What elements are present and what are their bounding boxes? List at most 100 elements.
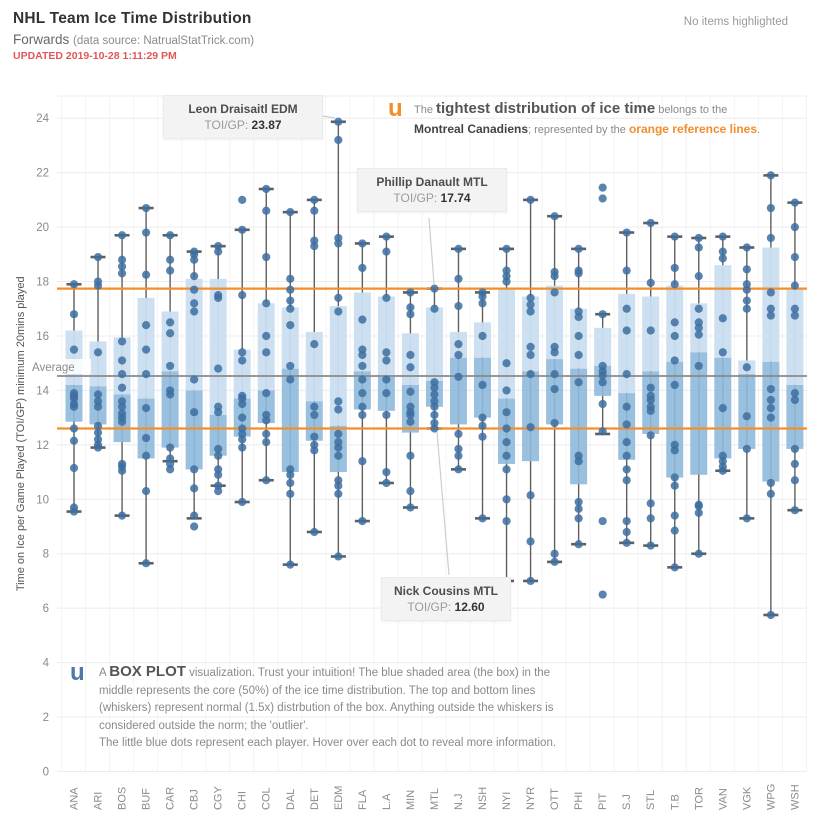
player-dot-PHI[interactable] xyxy=(574,378,583,387)
player-dot-T.B[interactable] xyxy=(670,563,679,572)
player-dot-PHI[interactable] xyxy=(574,497,583,507)
player-dot-CBJ[interactable] xyxy=(190,299,199,308)
player-dot-CHI[interactable] xyxy=(238,356,247,365)
player-dot-DAL[interactable] xyxy=(286,489,295,498)
player-dot-ANA[interactable] xyxy=(69,463,79,473)
player-dot-CGY[interactable] xyxy=(214,451,223,460)
player-dot-VAN[interactable] xyxy=(718,232,727,241)
player-dot-TOR[interactable] xyxy=(694,323,703,332)
player-dot-PHI[interactable] xyxy=(574,514,583,523)
player-dot-COL[interactable] xyxy=(262,331,271,341)
player-dot-L.A[interactable] xyxy=(382,247,391,256)
player-dot-MIN[interactable] xyxy=(406,451,415,460)
player-dot-L.A[interactable] xyxy=(382,348,391,357)
player-dot-NYI[interactable] xyxy=(502,451,511,460)
player-dot-MTL[interactable] xyxy=(430,390,439,399)
player-dot-N.J[interactable] xyxy=(454,444,463,454)
x-tick-label-CBJ[interactable]: CBJ xyxy=(189,789,201,810)
player-dot-NYI[interactable] xyxy=(502,438,511,447)
player-dot-CBJ[interactable] xyxy=(190,484,199,493)
player-dot-DAL[interactable] xyxy=(286,274,295,283)
player-dot-NSH[interactable] xyxy=(478,514,487,523)
player-dot-MIN[interactable] xyxy=(406,410,415,420)
annotation-cousins[interactable]: Nick Cousins MTL TOI/GP: 12.60 xyxy=(381,577,511,621)
box-upper-MTL[interactable] xyxy=(425,307,443,381)
player-dot-T.B[interactable] xyxy=(670,511,679,520)
box-lower-NYR[interactable] xyxy=(522,371,540,462)
player-dot-VAN[interactable] xyxy=(718,466,727,475)
player-dot-BUF[interactable] xyxy=(141,451,151,460)
player-dot-CHI[interactable] xyxy=(238,195,247,204)
player-dot-ANA[interactable] xyxy=(69,436,79,445)
player-dot-CGY[interactable] xyxy=(214,293,223,302)
player-dot-WSH[interactable] xyxy=(790,444,800,454)
box-upper-VAN[interactable] xyxy=(714,265,732,358)
player-dot-CHI[interactable] xyxy=(238,348,247,357)
player-dot-MTL[interactable] xyxy=(430,410,439,420)
player-dot-WPG[interactable] xyxy=(766,171,775,180)
player-dot-NYI[interactable] xyxy=(502,359,511,368)
x-tick-label-NYI[interactable]: NYI xyxy=(501,792,513,810)
player-dot-STL[interactable] xyxy=(646,278,655,288)
player-dot-L.A[interactable] xyxy=(382,293,391,302)
box-upper-EDM[interactable] xyxy=(329,306,347,426)
player-dot-FLA[interactable] xyxy=(358,315,367,324)
player-dot-S.J[interactable] xyxy=(622,326,631,335)
player-dot-NSH[interactable] xyxy=(478,380,487,390)
player-dot-EDM[interactable] xyxy=(334,135,343,145)
box-upper-DAL[interactable] xyxy=(281,307,299,369)
player-dot-T.B[interactable] xyxy=(670,232,679,241)
player-dot-BOS[interactable] xyxy=(117,269,127,278)
player-dot-CAR[interactable] xyxy=(166,266,175,275)
player-dot-MTL[interactable] xyxy=(430,304,439,313)
player-dot-WSH[interactable] xyxy=(790,304,800,313)
player-dot-TOR[interactable] xyxy=(694,271,703,281)
player-dot-MIN[interactable] xyxy=(406,503,415,512)
player-dot-NYR[interactable] xyxy=(526,576,535,586)
player-dot-CAR[interactable] xyxy=(166,318,175,327)
player-dot-BOS[interactable] xyxy=(117,231,127,240)
player-dot-ARI[interactable] xyxy=(93,421,103,430)
player-dot-S.J[interactable] xyxy=(622,228,631,237)
player-dot-L.A[interactable] xyxy=(382,232,391,241)
player-dot-CGY[interactable] xyxy=(214,487,223,496)
box-upper-BOS[interactable] xyxy=(113,337,131,395)
player-dot-CAR[interactable] xyxy=(166,465,175,474)
player-dot-T.B[interactable] xyxy=(670,263,679,273)
player-dot-ARI[interactable] xyxy=(93,443,103,452)
player-dot-FLA[interactable] xyxy=(358,457,367,466)
player-dot-ANA[interactable] xyxy=(69,345,79,354)
player-dot-WPG[interactable] xyxy=(766,288,775,297)
player-dot-NYR[interactable] xyxy=(526,342,535,351)
player-dot-COL[interactable] xyxy=(262,184,271,194)
player-dot-WSH[interactable] xyxy=(790,252,800,262)
box-upper-ARI[interactable] xyxy=(89,341,107,387)
box-lower-N.J[interactable] xyxy=(449,357,467,425)
player-dot-EDM[interactable] xyxy=(334,552,343,561)
player-dot-MIN[interactable] xyxy=(406,487,415,496)
x-tick-label-BOS[interactable]: BOS xyxy=(117,787,129,810)
x-tick-label-L.A[interactable]: L.A xyxy=(381,793,393,810)
player-dot-BUF[interactable] xyxy=(141,404,151,413)
player-dot-S.J[interactable] xyxy=(622,451,631,460)
box-lower-DET[interactable] xyxy=(305,401,323,441)
box-lower-COL[interactable] xyxy=(257,390,275,424)
player-dot-STL[interactable] xyxy=(646,218,655,228)
player-dot-WPG[interactable] xyxy=(766,610,775,620)
player-dot-WPG[interactable] xyxy=(766,489,775,498)
annotation-draisaitl[interactable]: Leon Draisaitl EDM TOI/GP: 23.87 xyxy=(163,95,323,139)
player-dot-S.J[interactable] xyxy=(622,304,631,313)
player-dot-S.J[interactable] xyxy=(622,402,631,411)
player-dot-N.J[interactable] xyxy=(454,429,463,439)
player-dot-STL[interactable] xyxy=(646,383,655,392)
player-dot-CHI[interactable] xyxy=(238,443,247,452)
player-dot-NYI[interactable] xyxy=(502,424,511,433)
player-dot-PHI[interactable] xyxy=(574,457,583,466)
player-dot-COL[interactable] xyxy=(262,416,271,425)
player-dot-WPG[interactable] xyxy=(766,395,775,405)
player-dot-EDM[interactable] xyxy=(334,489,343,498)
player-dot-NYI[interactable] xyxy=(502,495,511,504)
player-dot-CHI[interactable] xyxy=(238,497,247,507)
player-dot-NYR[interactable] xyxy=(526,293,535,302)
x-tick-label-PHI[interactable]: PHI xyxy=(573,792,585,810)
